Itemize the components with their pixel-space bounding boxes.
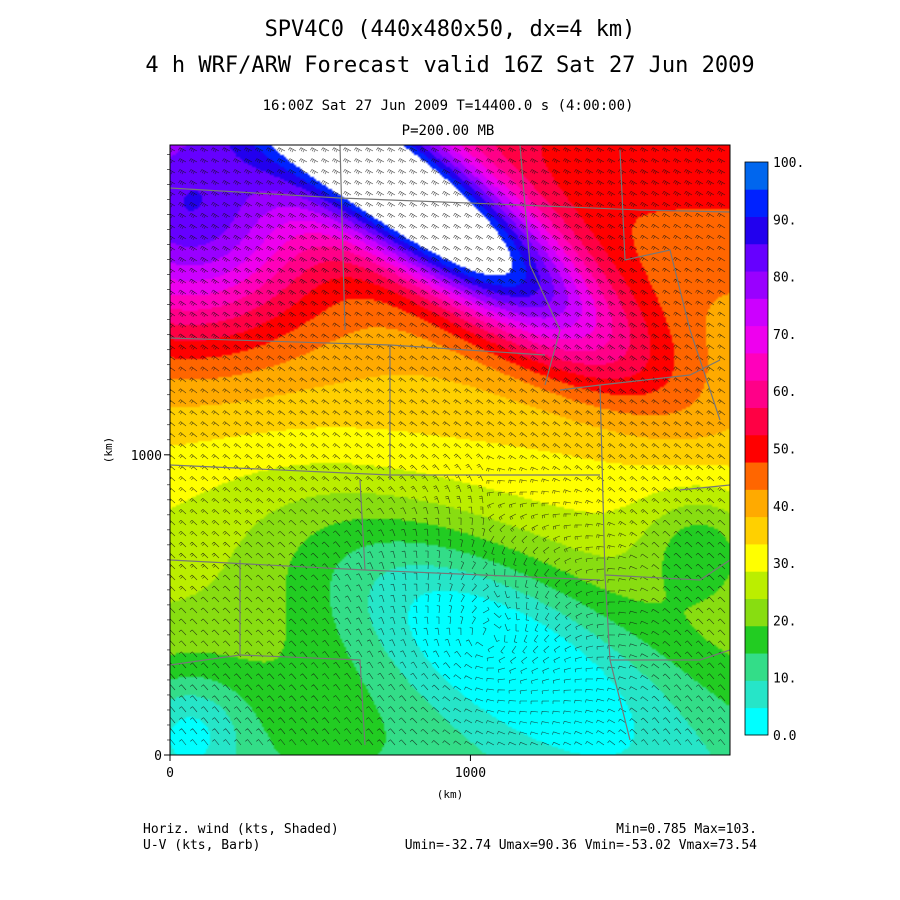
x-tick-label: 0 bbox=[166, 766, 174, 781]
plot-frame bbox=[169, 144, 731, 756]
colorbar-swatch bbox=[745, 243, 768, 272]
colorbar-swatch bbox=[745, 271, 768, 299]
colorbar-swatch bbox=[745, 598, 768, 627]
colorbar-label: 50. bbox=[773, 443, 796, 458]
colorbar-swatch bbox=[745, 216, 768, 245]
colorbar-swatch bbox=[745, 353, 768, 381]
colorbar-swatch bbox=[745, 462, 768, 490]
colorbar-swatch bbox=[745, 707, 768, 736]
colorbar-label: 40. bbox=[773, 500, 796, 515]
x-axis: 0 1000 bbox=[166, 755, 486, 781]
wind-speed-field bbox=[170, 145, 730, 755]
colorbar-swatch bbox=[745, 189, 768, 217]
colorbar-frame bbox=[744, 161, 769, 736]
colorbar-swatch bbox=[745, 544, 768, 572]
title-line-2: 4 h WRF/ARW Forecast valid 16Z Sat 27 Ju… bbox=[145, 53, 754, 78]
colorbar-swatch bbox=[745, 380, 768, 408]
colorbar-label: 0.0 bbox=[773, 729, 796, 744]
colorbar-label: 100. bbox=[773, 156, 804, 171]
y-axis: 0 1000 bbox=[131, 154, 170, 764]
x-axis-label: (km) bbox=[437, 788, 464, 801]
colorbar-label: 80. bbox=[773, 271, 796, 286]
x-tick-label: 1000 bbox=[455, 766, 486, 781]
colorbar-swatch bbox=[745, 625, 768, 654]
footer-left-1: Horiz. wind (kts, Shaded) bbox=[143, 822, 339, 837]
colorbar-swatch bbox=[745, 489, 768, 518]
y-tick-label: 1000 bbox=[131, 449, 162, 464]
colorbar-swatch bbox=[745, 434, 768, 463]
footer-right-2: Umin=-32.74 Umax=90.36 Vmin=-53.02 Vmax=… bbox=[405, 838, 757, 853]
colorbar-label: 10. bbox=[773, 672, 796, 687]
footer-right-1: Min=0.785 Max=103. bbox=[616, 822, 757, 837]
colorbar-label: 30. bbox=[773, 557, 796, 572]
colorbar-label: 90. bbox=[773, 213, 796, 228]
y-axis-label: (km) bbox=[102, 437, 115, 464]
plot-area bbox=[169, 144, 731, 756]
colorbar-label: 70. bbox=[773, 328, 796, 343]
colorbar-swatch bbox=[745, 653, 768, 681]
barb-glyphs bbox=[170, 147, 726, 746]
colorbar: 0.0 10. 20. 30. 40. 50. 60. 70. 80. 90. 100. bbox=[744, 156, 804, 744]
title-line-1: SPV4C0 (440x480x50, dx=4 km) bbox=[265, 17, 636, 42]
colorbar-swatch bbox=[745, 516, 768, 545]
wind-barbs bbox=[170, 147, 726, 746]
time-line: 16:00Z Sat 27 Jun 2009 T=14400.0 s (4:00… bbox=[263, 98, 634, 114]
colorbar-swatch bbox=[745, 571, 768, 599]
colorbar-swatch bbox=[745, 407, 768, 436]
level-line: P=200.00 MB bbox=[402, 123, 495, 139]
footer-left-2: U-V (kts, Barb) bbox=[143, 838, 260, 853]
colorbar-label: 60. bbox=[773, 385, 796, 400]
colorbar-swatch bbox=[745, 162, 768, 190]
y-tick-label: 0 bbox=[154, 749, 162, 764]
colorbar-swatch bbox=[745, 298, 768, 327]
colorbar-swatch bbox=[745, 325, 768, 354]
colorbar-label: 20. bbox=[773, 614, 796, 629]
state-borders bbox=[170, 145, 730, 746]
colorbar-swatch bbox=[745, 680, 768, 709]
